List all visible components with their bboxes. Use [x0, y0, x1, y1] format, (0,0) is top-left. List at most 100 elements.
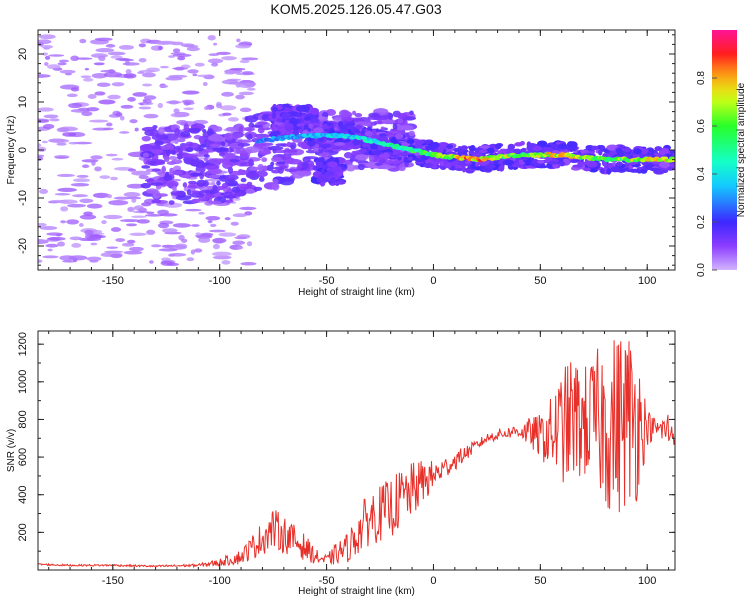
spectral-blob [246, 171, 252, 177]
spectral-blob [57, 62, 67, 66]
spectral-blob [139, 102, 144, 106]
spectral-blob [239, 206, 257, 211]
spectral-blob [157, 127, 165, 135]
spectral-blob [125, 223, 138, 227]
spectral-blob [94, 37, 113, 42]
spectral-blob [230, 221, 239, 226]
spectral-blob [177, 56, 186, 61]
spectral-blob [207, 134, 224, 142]
spectral-blob [290, 144, 295, 150]
spectral-blob [235, 147, 247, 154]
spectral-blob [235, 94, 245, 100]
x-tick-label: -100 [209, 275, 231, 287]
spectral-blob [90, 242, 98, 246]
spectral-blob [262, 150, 272, 155]
spectral-blob [56, 142, 67, 146]
spectral-blob [149, 131, 155, 136]
x-tick-label: 100 [638, 575, 656, 587]
spectral-blob [522, 157, 528, 161]
x-axis-label: Height of straight line (km) [298, 287, 415, 298]
spectral-blob [98, 99, 116, 105]
spectral-blob [551, 143, 560, 151]
spectral-blob [362, 143, 370, 148]
spectral-blob [221, 79, 239, 85]
spectral-blob [66, 93, 78, 98]
spectral-blob [658, 149, 667, 156]
spectral-blob [68, 102, 83, 109]
spectral-blob [221, 112, 232, 116]
spectral-blob [144, 213, 164, 217]
spectral-blob [445, 144, 454, 150]
spectral-blob [168, 156, 178, 160]
spectral-blob [165, 180, 179, 188]
spectral-blob [351, 150, 357, 155]
spectral-blob [354, 113, 363, 118]
spectral-blob [163, 155, 170, 162]
spectral-blob [141, 165, 151, 169]
spectral-blob [76, 174, 89, 178]
spectral-blob [168, 254, 176, 257]
spectral-blob [110, 253, 123, 259]
spectral-blob [240, 177, 247, 183]
spectral-blob [272, 106, 278, 112]
spectral-blob [103, 127, 114, 131]
spectral-blob [181, 154, 198, 158]
spectral-blob [47, 64, 61, 70]
spectral-blob [394, 133, 404, 140]
spectral-blob [154, 140, 164, 146]
spectral-blob [450, 165, 455, 171]
spectral-blob [399, 141, 411, 147]
y-tick-label: -10 [17, 190, 29, 206]
spectral-blob [103, 214, 123, 220]
spectral-blob [281, 112, 291, 120]
spectral-blob [654, 146, 663, 152]
spectral-blob [371, 129, 377, 134]
spectral-blob [151, 149, 164, 154]
spectral-blob [59, 69, 76, 74]
spectral-blob [157, 40, 177, 45]
spectral-blob [383, 165, 397, 169]
spectral-blob [57, 173, 75, 177]
spectral-blob [461, 165, 466, 173]
spectral-blob [142, 72, 156, 78]
spectral-blob [168, 55, 176, 58]
x-tick-label: 0 [430, 275, 436, 287]
spectral-blob [48, 54, 65, 57]
spectral-blob [47, 248, 53, 252]
spectral-blob [225, 126, 237, 132]
spectral-blob [246, 87, 256, 91]
spectral-blob [41, 140, 48, 144]
x-tick-label: -50 [319, 575, 335, 587]
spectral-blob [246, 133, 253, 140]
spectral-blob [207, 200, 222, 205]
spectral-blob [131, 170, 151, 176]
spectral-blob [306, 139, 316, 147]
x-tick-label: -150 [102, 575, 124, 587]
spectral-blob [137, 71, 145, 75]
spectral-blob [234, 236, 248, 240]
spectral-blob [180, 130, 191, 138]
spectral-blob [45, 243, 59, 248]
spectral-blob [606, 168, 612, 175]
spectral-blob [205, 215, 221, 221]
spectral-blob [143, 113, 159, 119]
spectral-blob [224, 132, 235, 141]
spectral-blob [203, 157, 209, 162]
spectral-blob [150, 244, 162, 248]
spectral-blob [223, 174, 239, 181]
spectral-blob [44, 62, 49, 67]
spectral-blob [498, 164, 505, 172]
spectral-blob [211, 62, 219, 67]
spectral-blob [115, 238, 126, 243]
spectral-blob [70, 182, 90, 187]
spectral-blob [47, 236, 66, 241]
spectral-blob [110, 55, 123, 59]
spectral-blob [460, 145, 468, 151]
spectral-blob [263, 165, 268, 171]
spectral-blob [42, 124, 55, 130]
spectral-blob [537, 140, 548, 148]
spectral-blob [308, 123, 314, 129]
colorbar-tick-label: 0.4 [696, 167, 707, 181]
